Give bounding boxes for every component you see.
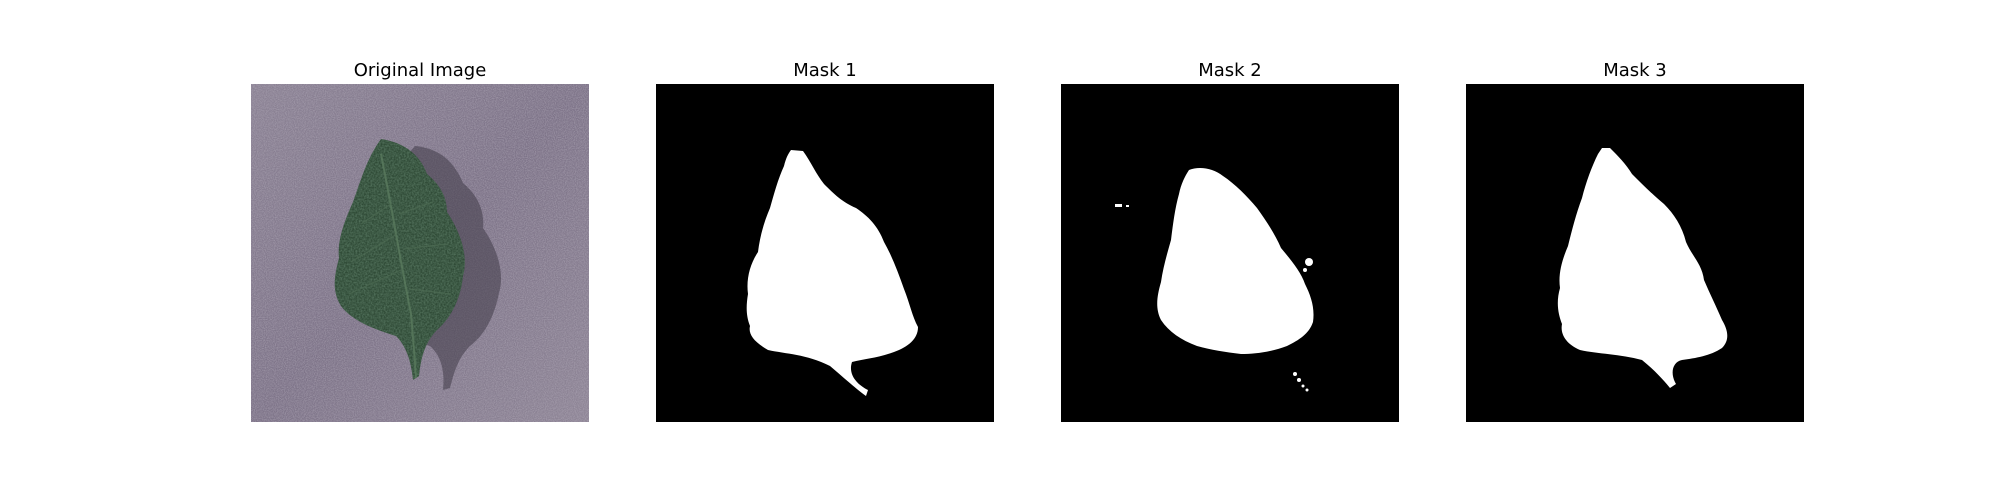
original-image-title: Original Image (353, 60, 487, 81)
original-leaf-photo (251, 84, 589, 422)
mask-3-panel: Mask 3 (1465, 58, 1805, 422)
mask-3-title: Mask 3 (1603, 60, 1667, 81)
mask-3-image (1466, 84, 1804, 422)
mask-2-title: Mask 2 (1198, 60, 1262, 81)
mask-2-panel: Mask 2 (1060, 58, 1400, 422)
original-image-panel: Original Image (250, 58, 590, 422)
mask-1-image (656, 84, 994, 422)
mask-1-panel: Mask 1 (655, 58, 995, 422)
mask-1-title: Mask 1 (793, 60, 857, 81)
mask-2-image (1061, 84, 1399, 422)
